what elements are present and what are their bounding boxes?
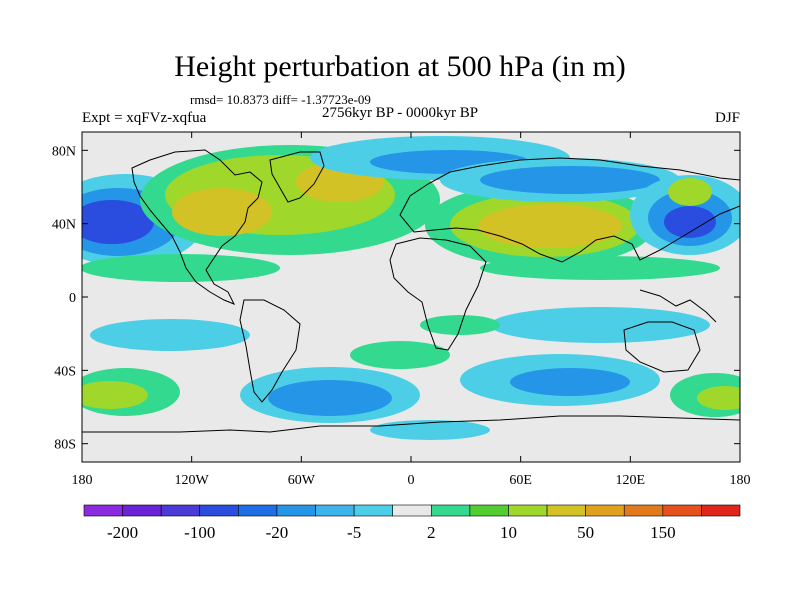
colorbar-label: 2 [427, 523, 436, 542]
x-tick-label: 180 [72, 473, 93, 488]
field-contour-region [268, 380, 392, 416]
perturbation-field [82, 132, 740, 462]
x-axis: 180 120W 60W 0 60E 120E 180 [72, 132, 751, 488]
colorbar-box [469, 504, 509, 517]
field-contour-region [664, 206, 716, 238]
field-contour-region [480, 256, 720, 280]
y-tick-label: 80S [54, 438, 76, 453]
colorbar-box [199, 504, 239, 517]
colorbar-label: -5 [347, 523, 361, 542]
x-tick-label: 120W [175, 473, 210, 488]
colorbar-label: -20 [266, 523, 289, 542]
colorbar-box [392, 504, 432, 517]
colorbar-box [430, 504, 471, 517]
plot-title: Height perturbation at 500 hPa (in m) [174, 50, 626, 83]
field-contour-region [420, 315, 500, 335]
field-contour-region [82, 200, 154, 244]
field-contour-region [480, 166, 660, 194]
colorbar-box [315, 504, 355, 517]
y-tick-label: 0 [69, 291, 76, 306]
field-contour-region [82, 381, 148, 409]
field-contour-region [510, 368, 630, 396]
colorbar-box [623, 504, 664, 517]
colorbar-box [83, 504, 123, 517]
colorbar-box [701, 504, 741, 517]
y-tick-label: 40S [54, 364, 76, 379]
colorbar-label: 10 [500, 523, 517, 542]
y-tick-label: 80N [52, 144, 76, 159]
x-tick-label: 60W [288, 473, 316, 488]
coastlines [82, 149, 740, 433]
colorbar-label: -100 [184, 523, 215, 542]
field-contour-region [478, 204, 622, 248]
colorbar-label: 50 [577, 523, 594, 542]
colorbar-box [353, 504, 394, 517]
x-tick-label: 0 [408, 473, 415, 488]
stats-line: rmsd= 10.8373 diff= -1.37723e-09 [190, 92, 371, 107]
field-contour-region [490, 307, 710, 343]
field-contour-region [668, 178, 712, 206]
colorbar-box [238, 504, 278, 517]
colorbar-box [662, 504, 702, 517]
y-tick-label: 40N [52, 218, 76, 233]
period-label: 2756kyr BP - 0000kyr BP [321, 105, 479, 121]
experiment-label: Expt = xqFVz-xqfua [82, 110, 207, 126]
colorbar-label: 150 [650, 523, 676, 542]
colorbar: -200 -100 -20 -5 2 10 50 150 [83, 504, 741, 542]
colorbar-label: -200 [107, 523, 138, 542]
x-tick-label: 180 [730, 473, 751, 488]
colorbar-box [276, 504, 316, 517]
field-contour-region [90, 319, 250, 351]
field-contour-region [697, 386, 740, 410]
y-axis: 80N 40N 0 40S 80S [52, 144, 740, 453]
field-contour-region [172, 188, 272, 236]
season-label: DJF [714, 110, 740, 126]
colorbar-box [508, 504, 548, 517]
x-tick-label: 60E [509, 473, 532, 488]
colorbar-box [122, 504, 162, 517]
colorbar-box [546, 504, 586, 517]
colorbar-box [585, 504, 625, 517]
field-contour-region [350, 341, 450, 369]
colorbar-box [160, 504, 201, 517]
field-contour-region [82, 254, 280, 282]
x-tick-label: 120E [616, 473, 646, 488]
